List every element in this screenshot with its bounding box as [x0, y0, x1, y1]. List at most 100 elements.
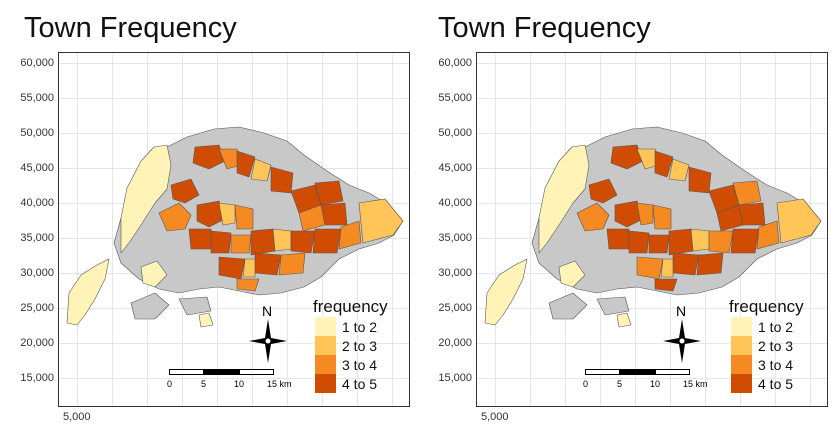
map-panel-left: Town Frequency 60,000 55,000 50,000 45,0… [20, 12, 410, 423]
y-tick-label: 55,000 [438, 92, 472, 104]
region-3-to-4 [636, 256, 664, 280]
region-4-to-5 [648, 234, 670, 254]
region-4-to-5 [210, 230, 232, 254]
region-3-to-4 [636, 202, 654, 226]
scale-segment [585, 369, 620, 375]
y-tick-label: 60,000 [20, 57, 54, 69]
y-tick-label: 45,000 [438, 162, 472, 174]
gridline [59, 343, 409, 344]
legend: frequency 1 to 2 2 to 3 3 to 4 4 to 5 [727, 297, 804, 393]
y-tick-label: 25,000 [438, 302, 472, 314]
region-no-data [130, 292, 170, 320]
gridline [477, 343, 827, 344]
region-1-to-2 [140, 260, 168, 288]
region-3-to-4 [236, 278, 260, 292]
y-tick-label: 35,000 [20, 232, 54, 244]
region-4-to-5 [170, 178, 200, 204]
region-1-to-2 [616, 312, 632, 328]
y-tick-label: 20,000 [20, 337, 54, 349]
y-tick-label: 40,000 [438, 197, 472, 209]
gridline [112, 53, 113, 406]
region-4-to-5 [290, 230, 316, 254]
legend-label: 1 to 2 [758, 319, 794, 335]
x-tick-label: 5,000 [481, 411, 509, 423]
choropleth-map [484, 126, 822, 328]
region-4-to-5 [654, 278, 678, 292]
region-4-to-5 [588, 178, 618, 204]
choropleth-map [66, 126, 404, 328]
legend-label: 4 to 5 [758, 376, 794, 392]
region-no-data [548, 292, 588, 320]
legend-item: 4 to 5 [311, 374, 388, 393]
region-4-to-5 [312, 228, 342, 254]
y-tick-label: 15,000 [438, 372, 472, 384]
legend-item: 2 to 3 [311, 336, 388, 355]
y-tick-label: 50,000 [20, 127, 54, 139]
region-1-to-2 [538, 144, 590, 254]
region-4-to-5 [628, 230, 650, 254]
legend-label: 4 to 5 [342, 376, 378, 392]
scale-segment [204, 369, 239, 375]
region-4-to-5 [320, 202, 348, 226]
region-1-to-2 [198, 312, 214, 328]
region-4-to-5 [250, 228, 276, 256]
x-tick-label: 5,000 [63, 411, 91, 423]
legend-label: 1 to 2 [342, 319, 378, 335]
region-4-to-5 [236, 150, 256, 178]
legend-label: 2 to 3 [758, 338, 794, 354]
region-2-to-3 [660, 258, 674, 278]
legend-item: 3 to 4 [311, 355, 388, 374]
region-4-to-5 [270, 166, 294, 194]
legend-swatch [315, 355, 336, 374]
region-3-to-4 [576, 202, 610, 232]
scale-label: 5 [201, 379, 207, 389]
legend-label: 2 to 3 [342, 338, 378, 354]
gridline [477, 98, 827, 99]
region-3-to-4 [230, 234, 252, 254]
region-4-to-5 [196, 200, 226, 228]
region-no-data [178, 296, 212, 316]
gridline [530, 53, 531, 406]
legend-swatch [731, 317, 752, 336]
gridline [77, 53, 78, 406]
region-4-to-5 [610, 144, 644, 170]
region-4-to-5 [730, 228, 760, 254]
region-2-to-3 [218, 202, 236, 226]
region-3-to-4 [652, 204, 672, 230]
gridline [477, 378, 827, 379]
map-panel-right: Town Frequency 60,000 55,000 50,000 45,0… [418, 0, 836, 445]
gridline [59, 63, 409, 64]
legend-swatch [315, 317, 336, 336]
region-4-to-5 [192, 144, 226, 170]
region-1-to-2 [120, 144, 172, 254]
region-2-to-3 [776, 198, 822, 244]
region-2-to-3 [242, 258, 256, 278]
scale-label: 15 km [267, 379, 292, 389]
region-3-to-4 [732, 180, 762, 206]
gridline [59, 308, 409, 309]
map-plot-area: 0 5 10 15 km N frequency 1 to 2 2 [476, 52, 828, 407]
scale-segment [655, 369, 690, 375]
region-3-to-4 [756, 220, 780, 250]
legend-title: frequency [729, 297, 804, 316]
region-4-to-5 [314, 180, 344, 206]
region-3-to-4 [234, 204, 254, 230]
region-2-to-3 [358, 198, 404, 244]
region-1-to-2 [558, 260, 586, 288]
scale-label: 10 [234, 379, 245, 389]
legend-item: 3 to 4 [727, 355, 804, 374]
legend-item: 1 to 2 [727, 317, 804, 336]
north-label: N [262, 303, 273, 319]
gridline [477, 63, 827, 64]
map-title: Town Frequency [24, 12, 237, 44]
y-tick-label: 30,000 [20, 267, 54, 279]
legend-swatch [731, 336, 752, 355]
region-4-to-5 [654, 150, 674, 178]
y-tick-label: 35,000 [438, 232, 472, 244]
scale-label: 0 [583, 379, 589, 389]
y-tick-label: 15,000 [20, 372, 54, 384]
gridline [59, 378, 409, 379]
region-1-to-2 [66, 258, 110, 326]
compass-rose-icon [249, 319, 287, 363]
north-arrow: N [663, 303, 701, 363]
